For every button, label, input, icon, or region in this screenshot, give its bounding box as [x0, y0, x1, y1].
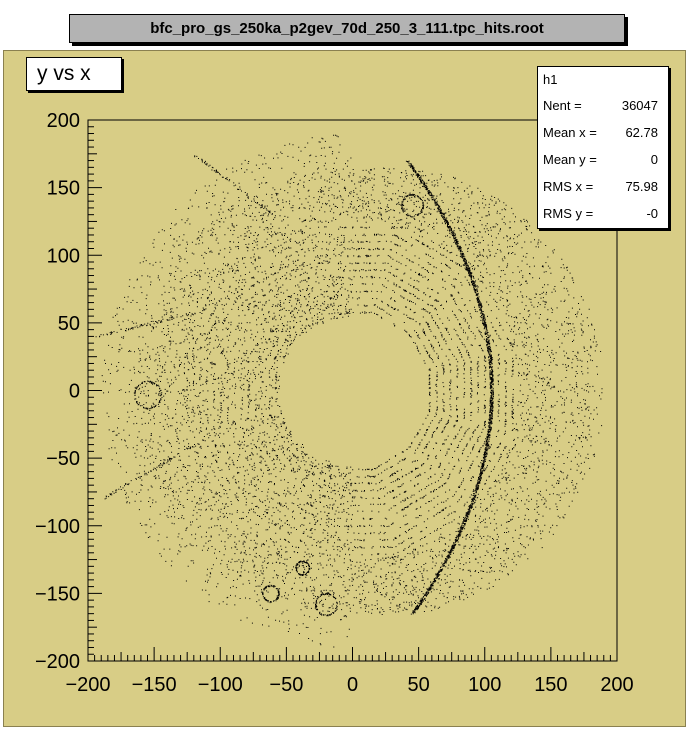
stats-name-row: h1: [543, 70, 664, 90]
stats-row: Mean x = 62.78: [543, 123, 664, 143]
stats-value: -0: [646, 206, 658, 221]
stats-value: 36047: [621, 98, 658, 113]
stats-label: RMS y =: [543, 206, 594, 221]
y-tick-label: 100: [47, 245, 80, 267]
y-tick-label: −100: [35, 516, 80, 538]
stats-label: Mean y =: [543, 152, 597, 167]
scatter-points: [95, 134, 603, 648]
y-tick-label: 0: [69, 381, 80, 403]
stats-label: Mean x =: [543, 125, 597, 140]
stats-row: RMS y = -0: [543, 204, 664, 224]
page-title: bfc_pro_gs_250ka_p2gev_70d_250_3_111.tpc…: [69, 14, 625, 43]
y-tick-label: −200: [35, 651, 80, 673]
stats-row: RMS x = 75.98: [543, 177, 664, 197]
y-tick-label: −50: [46, 448, 80, 470]
stats-label: RMS x =: [543, 179, 594, 194]
stats-row: Mean y = 0: [543, 150, 664, 170]
x-tick-label: 200: [600, 674, 633, 696]
y-tick-label: 200: [47, 110, 80, 132]
stats-value: 75.98: [625, 179, 658, 194]
x-tick-label: 100: [468, 674, 501, 696]
y-tick-label: 50: [58, 313, 80, 335]
x-tick-label: −50: [269, 674, 303, 696]
x-tick-label: −100: [198, 674, 243, 696]
x-tick-label: 150: [534, 674, 567, 696]
x-tick-label: −150: [132, 674, 177, 696]
stats-label: Nent =: [543, 98, 582, 113]
scatter-point: [95, 134, 603, 648]
stats-value: 0: [650, 152, 658, 167]
y-tick-label: −150: [35, 583, 80, 605]
histogram-label: y vs x: [26, 57, 122, 91]
x-tick-label: 0: [347, 674, 358, 696]
y-tick-label: 150: [47, 178, 80, 200]
stats-row: Nent = 36047: [543, 96, 664, 116]
x-tick-label: 50: [408, 674, 430, 696]
stats-value: 62.78: [625, 125, 658, 140]
stats-box: h1 Nent = 36047 Mean x = 62.78 Mean y = …: [537, 66, 669, 229]
x-tick-label: −200: [65, 674, 110, 696]
axes: −200 −150 −100 −50 0 50 100 150 200 −200 −150 −100 −…: [35, 110, 634, 696]
stats-name: h1: [543, 72, 558, 87]
